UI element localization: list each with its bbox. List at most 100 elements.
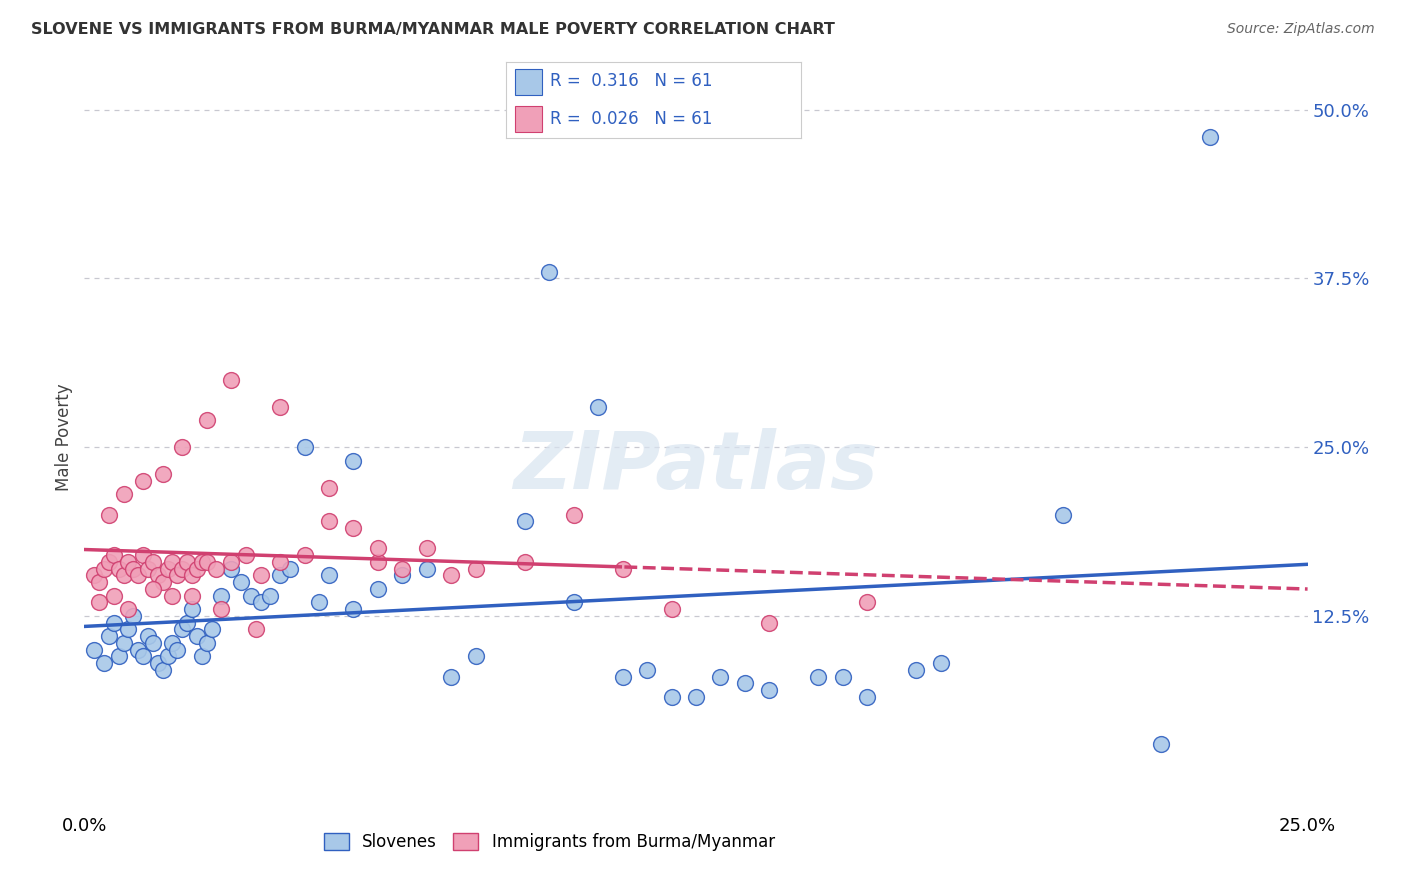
Point (107, 649, 129, 664)
Point (391, 568, 413, 582)
Point (191, 555, 214, 569)
Point (831, 670, 853, 684)
Point (416, 541, 439, 556)
Point (856, 595, 879, 609)
Point (87, 575, 110, 590)
Point (195, 555, 218, 569)
Point (136, 562, 159, 576)
Point (269, 568, 291, 582)
Legend: Slovenes, Immigrants from Burma/Myanmar: Slovenes, Immigrants from Burma/Myanmar (315, 825, 783, 860)
Point (278, 562, 301, 576)
Point (117, 555, 139, 569)
Point (127, 642, 149, 657)
Point (612, 562, 634, 576)
Point (636, 663, 658, 677)
Point (87, 595, 110, 609)
Point (709, 670, 731, 684)
Point (142, 582, 165, 596)
Point (97, 555, 120, 569)
Point (186, 562, 208, 576)
Point (249, 595, 271, 609)
Point (132, 649, 155, 664)
Point (661, 602, 683, 616)
Text: ZIPatlas: ZIPatlas (513, 428, 879, 506)
Point (93, 657, 115, 671)
Point (191, 649, 214, 664)
Point (661, 690, 683, 704)
Point (562, 595, 585, 609)
Point (200, 623, 222, 637)
Point (318, 515, 340, 529)
FancyBboxPatch shape (515, 105, 541, 132)
Point (1150, 737, 1173, 751)
Text: SLOVENE VS IMMIGRANTS FROM BURMA/MYANMAR MALE POVERTY CORRELATION CHART: SLOVENE VS IMMIGRANTS FROM BURMA/MYANMAR… (31, 22, 835, 37)
Point (181, 602, 204, 616)
Point (112, 568, 135, 582)
Text: Source: ZipAtlas.com: Source: ZipAtlas.com (1227, 22, 1375, 37)
Point (195, 636, 218, 650)
Point (259, 589, 281, 603)
Point (685, 690, 707, 704)
Point (181, 568, 204, 582)
Point (132, 548, 155, 562)
Point (856, 690, 879, 704)
Point (172, 623, 194, 637)
Point (219, 555, 242, 569)
Point (758, 615, 780, 630)
Point (1052, 508, 1074, 522)
Point (294, 440, 316, 454)
Point (176, 615, 198, 630)
Point (156, 562, 179, 576)
Point (83, 568, 105, 582)
Text: R =  0.026   N = 61: R = 0.026 N = 61 (550, 110, 713, 128)
Point (97, 508, 120, 522)
Point (103, 548, 125, 562)
Point (586, 400, 609, 414)
Point (367, 582, 389, 596)
Point (122, 562, 145, 576)
Text: R =  0.316   N = 61: R = 0.316 N = 61 (550, 72, 713, 90)
Point (97, 629, 120, 643)
Point (464, 562, 486, 576)
Point (103, 589, 125, 603)
Y-axis label: Male Poverty: Male Poverty (55, 384, 73, 491)
Point (440, 568, 463, 582)
Point (136, 629, 159, 643)
Point (391, 562, 413, 576)
Point (142, 555, 165, 569)
Point (156, 649, 179, 664)
Point (294, 548, 316, 562)
Point (538, 265, 561, 279)
Point (367, 555, 389, 569)
Point (162, 589, 184, 603)
Point (758, 683, 780, 698)
Point (235, 548, 257, 562)
Point (807, 670, 830, 684)
Point (112, 636, 135, 650)
Point (249, 568, 271, 582)
Point (513, 555, 536, 569)
Point (172, 562, 194, 576)
Point (166, 642, 188, 657)
Point (229, 575, 252, 590)
Point (308, 595, 330, 609)
Point (117, 602, 139, 616)
Point (905, 663, 928, 677)
Point (929, 657, 952, 671)
Point (117, 623, 139, 637)
Point (734, 676, 756, 690)
Point (464, 649, 486, 664)
Point (122, 609, 145, 624)
Point (162, 636, 184, 650)
Point (186, 629, 208, 643)
Point (562, 508, 585, 522)
Point (152, 575, 174, 590)
Point (93, 562, 115, 576)
Point (142, 636, 165, 650)
Point (166, 568, 188, 582)
Point (112, 487, 135, 501)
Point (195, 413, 218, 427)
Point (146, 568, 169, 582)
Point (107, 562, 129, 576)
Point (269, 555, 291, 569)
